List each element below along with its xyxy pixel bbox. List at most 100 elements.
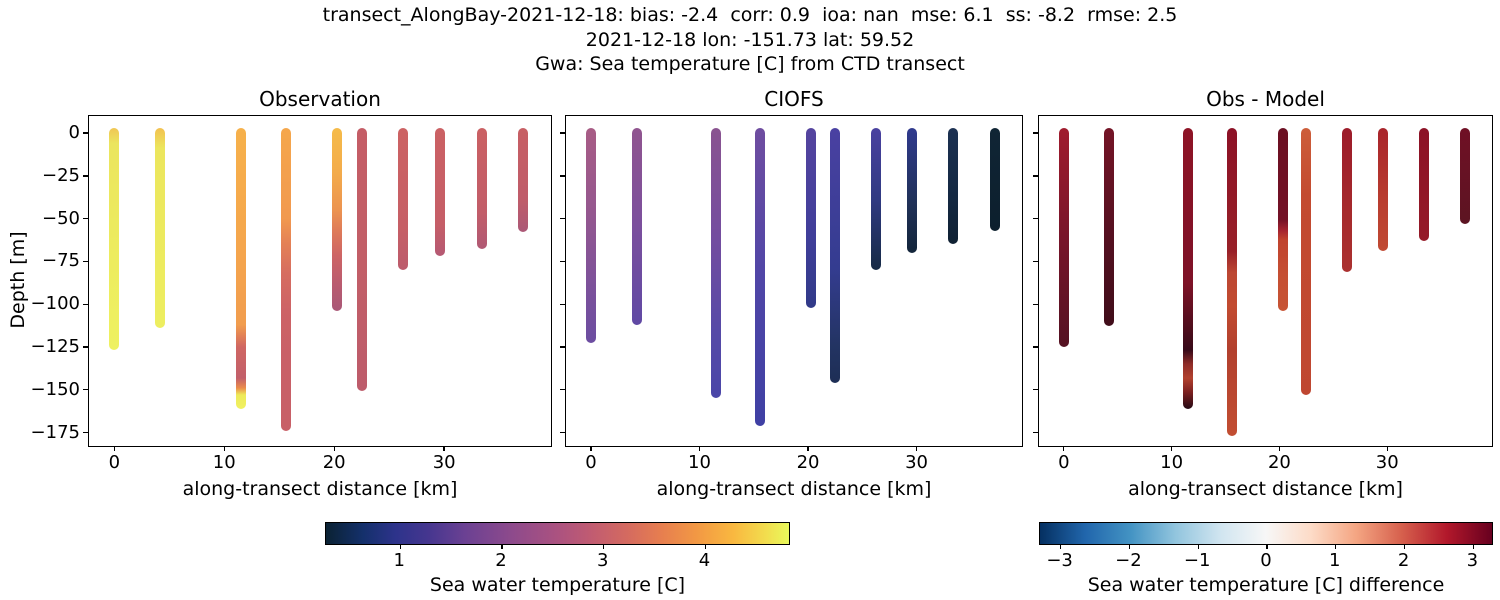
x-tick-label: 10 xyxy=(688,452,711,473)
x-axis-label-observation: along-transect distance [km] xyxy=(182,478,458,500)
profile-bar xyxy=(755,128,766,426)
y-tick-mark xyxy=(560,218,565,220)
colorbar-difference-label: Sea water temperature [C] difference xyxy=(1087,574,1445,596)
profile-bar xyxy=(1342,128,1353,272)
x-tick-mark xyxy=(1063,446,1065,451)
figure-title-line3: Gwa: Sea temperature [C] from CTD transe… xyxy=(535,53,965,75)
y-tick-mark xyxy=(83,346,88,348)
profile-bar xyxy=(434,128,445,257)
y-tick-mark xyxy=(83,389,88,391)
y-tick-mark xyxy=(1033,260,1038,263)
profile-bar xyxy=(476,128,487,250)
profile-bar xyxy=(948,128,959,245)
x-tick-mark xyxy=(1386,446,1388,451)
y-tick-label: −175 xyxy=(30,421,80,443)
colorbar-tick-label: 1 xyxy=(393,550,405,571)
y-tick-mark xyxy=(83,431,88,434)
colorbar-tick-mark xyxy=(1059,544,1062,549)
profile-bar xyxy=(1277,128,1288,311)
x-tick-mark xyxy=(590,446,592,451)
x-tick-label: 0 xyxy=(1058,452,1070,473)
colorbar-tick-label: 3 xyxy=(597,550,609,571)
profile-bar xyxy=(806,128,817,308)
y-tick-mark xyxy=(1033,303,1038,305)
x-tick-label: 30 xyxy=(905,452,928,473)
x-tick-mark xyxy=(915,446,918,451)
y-tick-mark xyxy=(83,303,88,305)
x-tick-mark xyxy=(113,446,115,451)
colorbar-tick-label: 0 xyxy=(1260,550,1272,571)
y-tick-mark xyxy=(1033,218,1038,220)
profile-bar xyxy=(280,128,291,431)
profile-bar xyxy=(1459,128,1470,224)
profile-bar xyxy=(1377,128,1388,252)
colorbar-tick-label: 3 xyxy=(1466,550,1479,571)
y-tick-label: −50 xyxy=(42,207,80,229)
colorbar-tick-mark xyxy=(1472,544,1474,549)
y-tick-label: −100 xyxy=(30,293,80,315)
profile-bar xyxy=(1182,128,1193,409)
profile-bar xyxy=(631,128,642,325)
colorbar-tick-mark xyxy=(1128,544,1131,549)
profile-bar xyxy=(1058,128,1069,347)
y-tick-mark xyxy=(560,175,565,177)
figure-title-line2: 2021-12-18 lon: -151.73 lat: 59.52 xyxy=(585,29,915,51)
colorbar-tick-mark xyxy=(704,544,707,549)
figure-title-line1: transect_AlongBay-2021-12-18: bias: -2.4… xyxy=(322,4,1178,26)
colorbar-temperature-label: Sea water temperature [C] xyxy=(429,574,686,596)
profile-bar xyxy=(1226,128,1237,436)
x-tick-label: 30 xyxy=(1375,452,1399,473)
x-tick-mark xyxy=(223,446,225,451)
profile-bar xyxy=(332,128,343,311)
y-tick-mark xyxy=(83,218,88,220)
y-tick-mark xyxy=(560,346,565,348)
x-tick-mark xyxy=(807,446,809,451)
colorbar-tick-mark xyxy=(603,544,605,549)
observation-plot-area: 0 −25 −50 −75 −100 −125 −150 −175 0 10 20 30 xyxy=(31,115,552,473)
x-tick-mark xyxy=(1278,446,1281,451)
profile-bar xyxy=(989,128,1000,231)
x-axis-label-ciofs: along-transect distance [km] xyxy=(656,478,932,500)
panel-title-observation: Observation xyxy=(259,87,381,111)
x-tick-label: 10 xyxy=(212,452,236,473)
y-tick-mark xyxy=(560,132,565,134)
x-tick-label: 20 xyxy=(322,452,346,473)
x-tick-label: 30 xyxy=(432,452,456,473)
colorbar-tick-mark xyxy=(1197,544,1199,549)
profile-bar xyxy=(907,128,918,253)
y-tick-mark xyxy=(83,175,88,177)
y-tick-mark xyxy=(83,132,88,134)
y-tick-label: −125 xyxy=(30,336,80,358)
profile-bar xyxy=(398,128,409,270)
colorbar-temperature xyxy=(325,522,790,549)
profile-bar xyxy=(109,128,120,351)
colorbar-tick-label: −3 xyxy=(1046,550,1073,571)
profile-bar xyxy=(155,128,166,329)
x-tick-label: 10 xyxy=(1160,452,1184,473)
colorbar-tick-label: −2 xyxy=(1115,550,1142,571)
y-tick-mark xyxy=(560,303,565,305)
y-tick-mark xyxy=(560,260,565,263)
profile-bar xyxy=(871,128,882,270)
colorbar-tick-label: 2 xyxy=(495,550,507,571)
colorbar-difference xyxy=(1039,522,1493,549)
profile-bar xyxy=(1301,128,1312,395)
profile-bar xyxy=(585,128,596,344)
profile-bar xyxy=(830,128,841,383)
y-tick-mark xyxy=(560,389,565,391)
colorbar-tick-label: 2 xyxy=(1397,550,1410,571)
ciofs-plot-area: 0 10 20 30 xyxy=(560,115,1023,473)
profile-bar xyxy=(235,128,246,409)
profile-bar xyxy=(710,128,721,399)
x-axis-label-obs-model: along-transect distance [km] xyxy=(1128,478,1403,500)
profile-bar xyxy=(1418,128,1429,241)
profile-bar xyxy=(518,128,529,233)
y-tick-mark xyxy=(1033,389,1038,391)
colorbar-tick-label: 1 xyxy=(1329,550,1341,571)
x-tick-label: 0 xyxy=(108,452,121,473)
x-tick-label: 0 xyxy=(585,452,597,473)
colorbar-tick-label: −1 xyxy=(1183,550,1211,571)
x-tick-mark xyxy=(1170,446,1173,451)
y-tick-label: −25 xyxy=(42,164,80,186)
